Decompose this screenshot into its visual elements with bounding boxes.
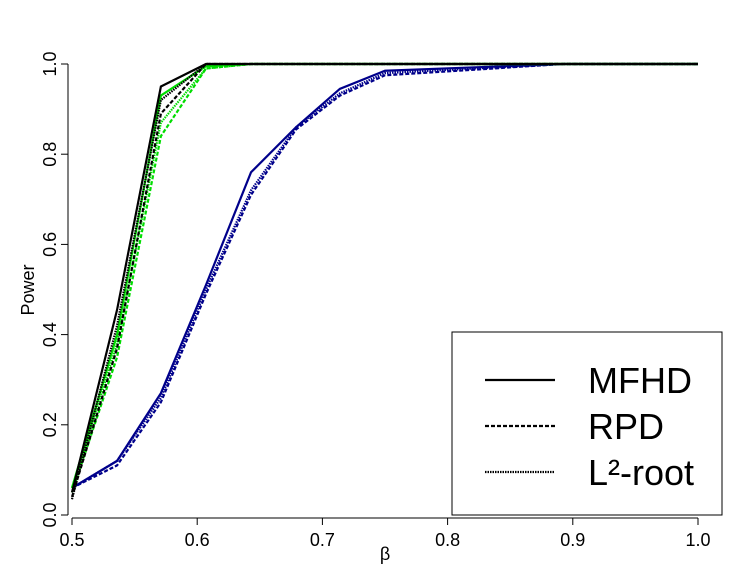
x-tick-label: 0.6: [185, 530, 210, 550]
legend-label: L²-root: [588, 452, 694, 493]
series-line: [70, 62, 698, 500]
y-tick-label: 0.2: [40, 412, 60, 437]
y-tick-label: 1.0: [40, 51, 60, 76]
y-tick-label: 0.4: [40, 322, 60, 347]
y-axis-label: Power: [18, 264, 38, 315]
x-tick-label: 0.8: [435, 530, 460, 550]
y-tick-label: 0.6: [40, 232, 60, 257]
y-tick-label: 0.8: [40, 142, 60, 167]
y-tick-label: 0.0: [40, 502, 60, 527]
series-line: [71, 62, 698, 489]
x-tick-label: 1.0: [685, 530, 710, 550]
series-line: [71, 62, 698, 489]
x-tick-label: 0.7: [310, 530, 335, 550]
x-tick-label: 0.5: [59, 530, 84, 550]
legend-label: MFHD: [588, 360, 692, 401]
legend-label: RPD: [588, 406, 664, 447]
x-axis-label: β: [380, 544, 390, 564]
x-tick-label: 0.9: [560, 530, 585, 550]
series-line: [71, 62, 698, 489]
legend-box: [451, 331, 723, 516]
